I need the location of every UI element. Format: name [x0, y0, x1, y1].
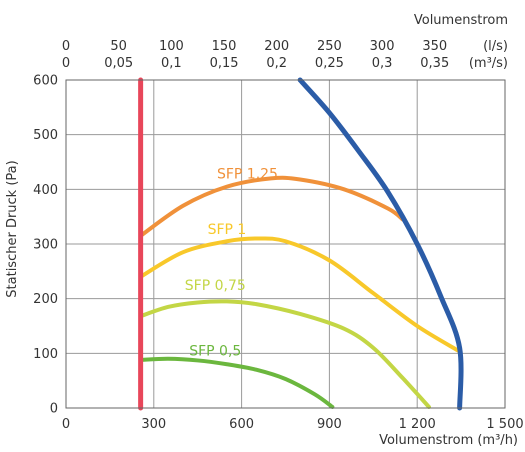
top-tick-label-ls: 250	[317, 39, 342, 54]
top-tick-label-ls: 150	[212, 39, 237, 54]
y-tick-label: 400	[33, 183, 58, 198]
y-tick-label: 100	[33, 347, 58, 362]
top-tick-label-ls: 200	[264, 39, 289, 54]
series-label-0: SFP 1,25	[217, 166, 278, 182]
x-tick-label: 1 200	[399, 417, 436, 432]
x-tick-label: 600	[229, 417, 254, 432]
y-tick-label: 300	[33, 238, 58, 253]
x-tick-label: 0	[62, 417, 70, 432]
top-tick-label-ls: 300	[370, 39, 395, 54]
top-tick-label-m3s: 0,15	[210, 56, 239, 71]
top-tick-label-m3s: 0,35	[420, 56, 449, 71]
y-tick-label: 500	[33, 128, 58, 143]
top-axis-title: Volumenstrom	[414, 13, 508, 28]
top-tick-label-m3s: 0,1	[161, 56, 182, 71]
series-line-2	[138, 299, 431, 409]
grid	[65, 79, 506, 409]
top-tick-label-m3s: 0,3	[372, 56, 393, 71]
series-label-3: SFP 0,5	[189, 344, 241, 360]
top-unit-ls: (l/s)	[483, 39, 508, 54]
x-tick-label: 1 500	[486, 417, 523, 432]
top-tick-label-ls: 50	[110, 39, 127, 54]
top-tick-label-ls: 100	[159, 39, 184, 54]
top-tick-label-m3s: 0,25	[315, 56, 344, 71]
top-tick-label-m3s: 0,2	[266, 56, 287, 71]
top-tick-label-ls: 350	[422, 39, 447, 54]
top-tick-label-m3s: 0,05	[104, 56, 133, 71]
top-unit-m3s: (m³/s)	[469, 56, 508, 71]
series-line-0	[138, 175, 405, 238]
x-tick-label: 900	[317, 417, 342, 432]
top-tick-label-ls: 0	[62, 39, 70, 54]
series-line-3	[138, 356, 335, 409]
x-axis-title: Volumenstrom (m³/h)	[379, 433, 518, 448]
series-group	[138, 77, 464, 411]
curve-labels: SFP 1,25 SFP 1 SFP 0,75 SFP 0,5	[185, 166, 278, 359]
y-tick-label: 600	[33, 74, 58, 89]
y-tick-label: 0	[50, 402, 58, 417]
x-tick-label: 300	[141, 417, 166, 432]
series-label-2: SFP 0,75	[185, 278, 246, 294]
y-tick-label: 200	[33, 292, 58, 307]
plot-frame	[65, 79, 506, 409]
series-label-1: SFP 1	[208, 222, 247, 238]
y-axis-title: Statischer Druck (Pa)	[5, 160, 20, 297]
series-line-1	[138, 236, 461, 353]
top-tick-label-m3s: 0	[62, 56, 70, 71]
series-line-4	[297, 77, 464, 411]
